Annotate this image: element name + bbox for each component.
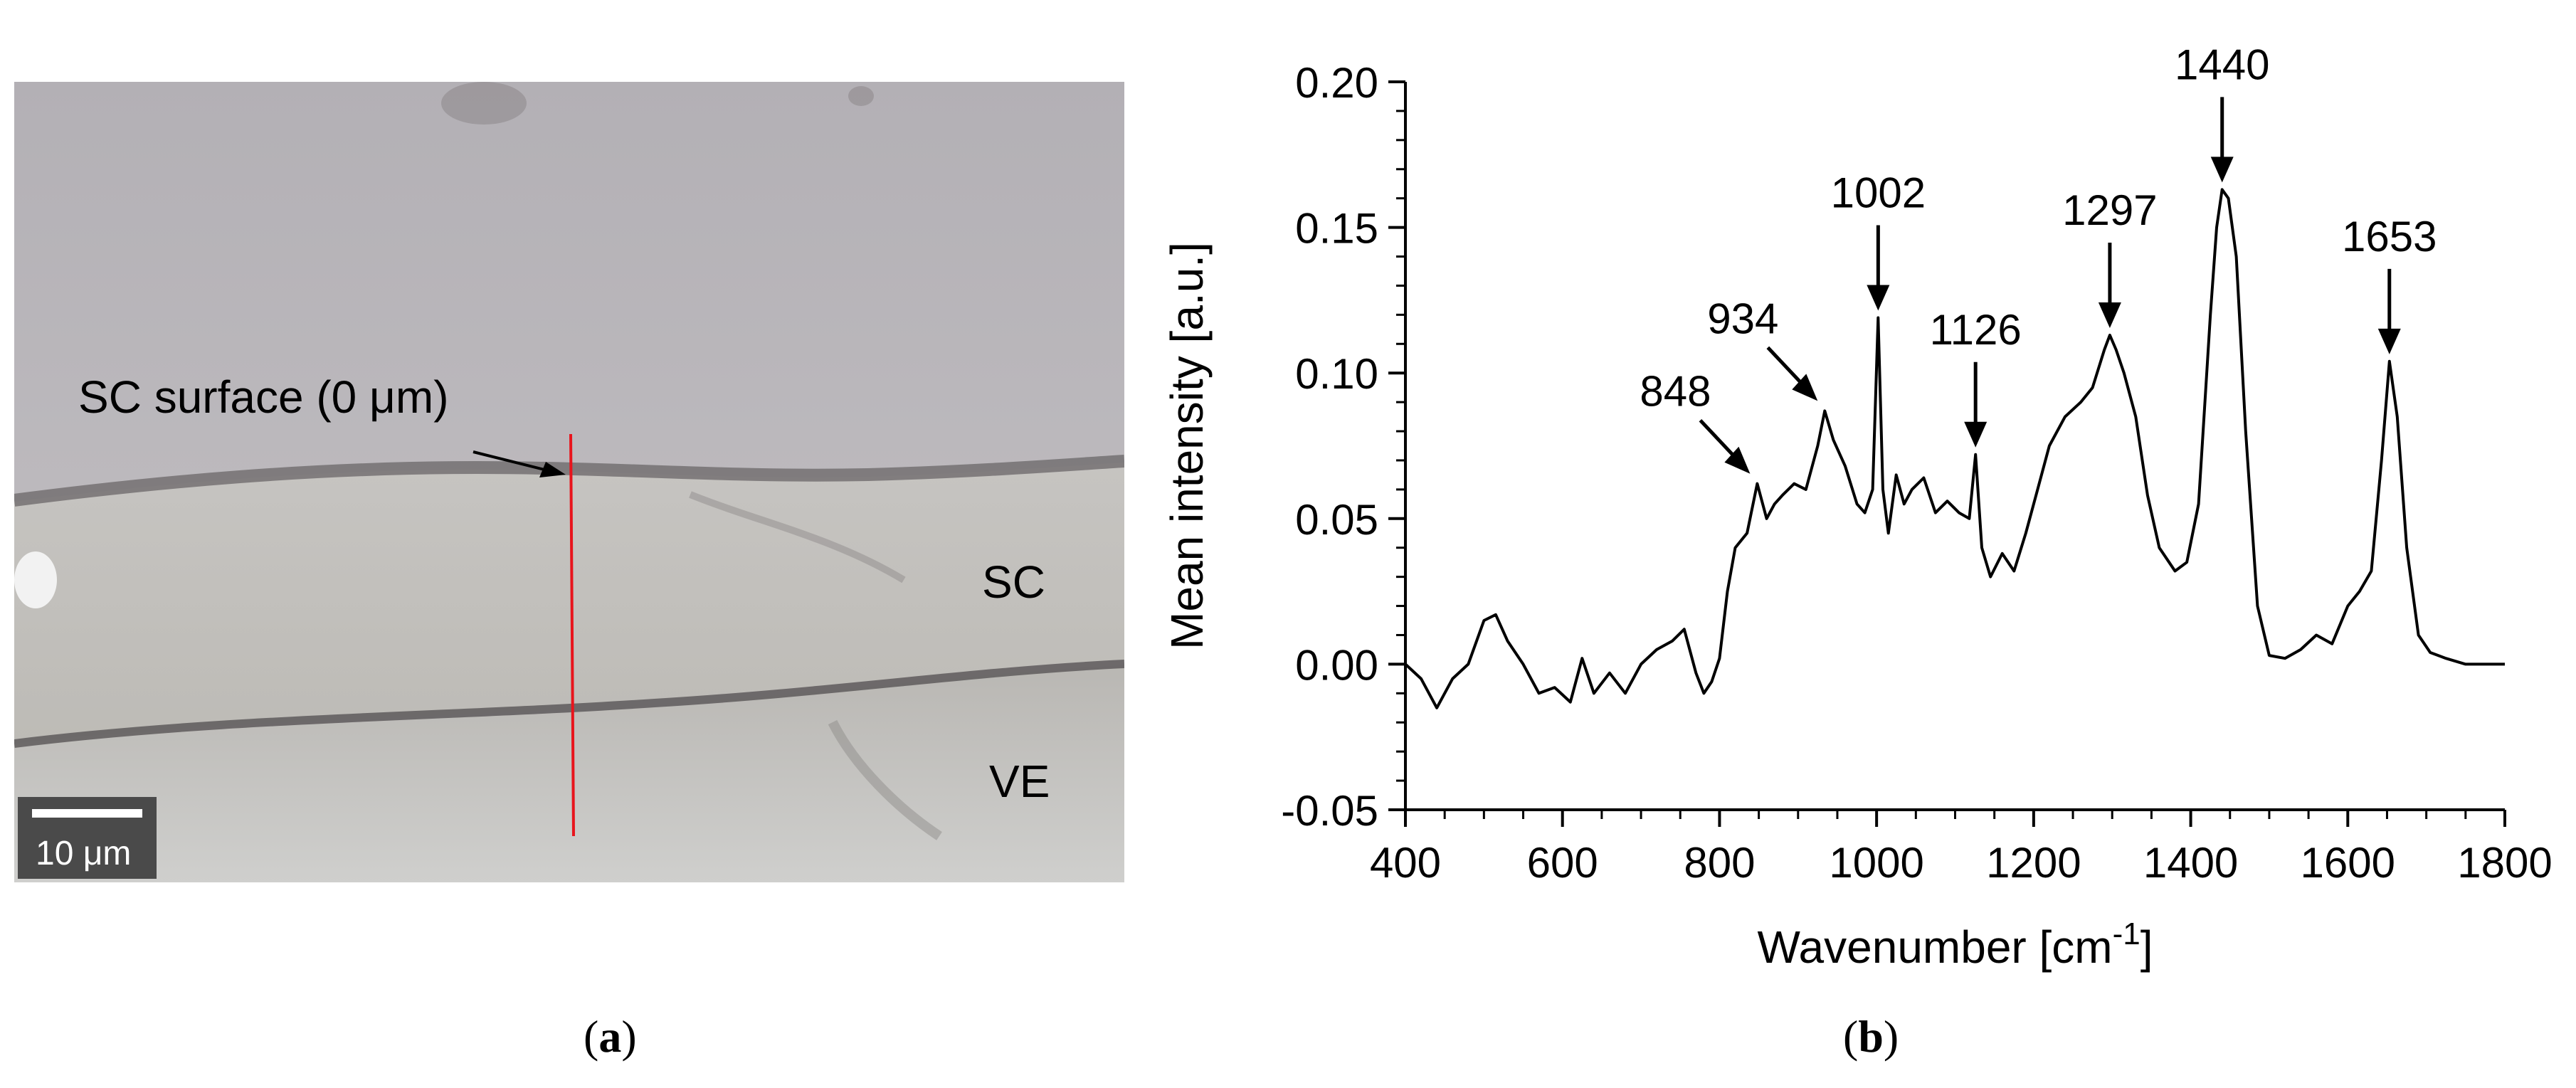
y-tick-label: 0.10 bbox=[1295, 350, 1378, 398]
peak-label: 934 bbox=[1707, 295, 1778, 342]
x-tick-label: 1400 bbox=[2143, 839, 2238, 887]
x-tick-label: 400 bbox=[1370, 839, 1441, 887]
peak-arrow-head bbox=[1724, 446, 1751, 474]
x-tick-label: 1000 bbox=[1829, 839, 1923, 887]
peak-label: 848 bbox=[1640, 368, 1711, 416]
peak-annotations: 848 934 1002 1126 1297 1440 1653 bbox=[1640, 41, 2437, 474]
peak-annotation-1126: 1126 bbox=[1930, 306, 2022, 448]
peak-annotation-848: 848 bbox=[1640, 368, 1751, 474]
x-axis-label: Wavenumber [cm-1] bbox=[1758, 917, 2153, 973]
y-tick-label: 0.20 bbox=[1295, 59, 1378, 107]
panel-b-label: (b) bbox=[1843, 1011, 1899, 1062]
peak-arrow-head bbox=[1792, 374, 1818, 401]
peak-arrow-shaft bbox=[1766, 346, 1804, 386]
peak-annotation-934: 934 bbox=[1707, 295, 1818, 401]
sc-ve-boundary bbox=[14, 660, 1124, 748]
x-tick-label: 1600 bbox=[2301, 839, 2395, 887]
peak-label: 1126 bbox=[1930, 306, 2022, 354]
chart-ticks: -0.05 0.00 0.05 0.10 0.15 0.20 400 600 800 1000 12… bbox=[1281, 59, 2553, 887]
y-tick-label: 0.15 bbox=[1295, 205, 1378, 253]
y-tick-label: 0.05 bbox=[1295, 496, 1378, 544]
peak-label: 1440 bbox=[2175, 41, 2269, 88]
bright-artifact bbox=[14, 551, 57, 608]
spectrum-line bbox=[1404, 188, 2505, 709]
sc-layer bbox=[14, 463, 1124, 744]
texture-spot bbox=[441, 82, 527, 125]
micrograph-image: SC surface (0 μm) SC VE 10 μm bbox=[14, 82, 1124, 882]
peak-label: 1297 bbox=[2062, 186, 2157, 234]
y-axis-label: Mean intensity [a.u.] bbox=[1161, 242, 1213, 650]
peak-arrow-head bbox=[2377, 328, 2401, 354]
raman-spectrum-chart: -0.05 0.00 0.05 0.10 0.15 0.20 400 600 800 1000 12… bbox=[1161, 41, 2553, 973]
x-tick-label: 1800 bbox=[2457, 839, 2552, 887]
peak-annotation-1002: 1002 bbox=[1831, 169, 1926, 311]
texture-streak bbox=[828, 719, 942, 840]
y-tick-label: -0.05 bbox=[1281, 787, 1378, 835]
peak-arrow-head bbox=[1964, 421, 1988, 448]
surface-arrow-head bbox=[539, 462, 566, 477]
x-tick-label: 600 bbox=[1527, 839, 1598, 887]
x-tick-label: 1200 bbox=[1986, 839, 2081, 887]
scale-bar-label: 10 μm bbox=[36, 835, 131, 872]
peak-arrow-shaft bbox=[1699, 418, 1736, 458]
sc-label: SC bbox=[982, 556, 1045, 608]
y-tick-label: 0.00 bbox=[1295, 641, 1378, 689]
ve-region bbox=[14, 665, 1124, 882]
peak-annotation-1297: 1297 bbox=[2062, 186, 2158, 329]
x-tick-label: 800 bbox=[1684, 839, 1755, 887]
peak-arrow-head bbox=[2098, 302, 2121, 329]
peak-annotation-1440: 1440 bbox=[2175, 41, 2269, 183]
measurement-line bbox=[569, 433, 575, 837]
ve-label: VE bbox=[989, 756, 1050, 807]
scale-bar bbox=[32, 809, 142, 818]
peak-label: 1653 bbox=[2342, 213, 2437, 260]
peak-annotation-1653: 1653 bbox=[2342, 213, 2437, 354]
sc-surface-edge bbox=[14, 455, 1124, 507]
peak-arrow-head bbox=[1867, 285, 1890, 311]
panel-a-label: (a) bbox=[584, 1011, 637, 1062]
skin-micrograph: SC surface (0 μm) SC VE 10 μm bbox=[14, 82, 1124, 882]
peak-label: 1002 bbox=[1831, 169, 1926, 216]
texture-spot bbox=[848, 86, 874, 106]
peak-arrow-head bbox=[2210, 157, 2234, 183]
surface-arrow-line bbox=[473, 450, 545, 471]
texture-streak bbox=[689, 491, 906, 583]
surface-annotation: SC surface (0 μm) bbox=[78, 371, 449, 423]
